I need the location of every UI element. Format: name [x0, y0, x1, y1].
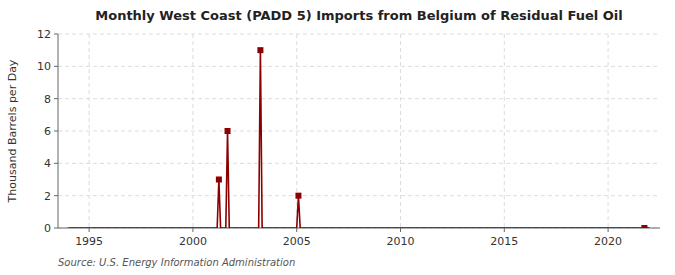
- plot-area: [68, 47, 649, 228]
- grid-line-y: [58, 195, 660, 196]
- y-tick: [54, 98, 58, 99]
- y-tick-label: 4: [44, 157, 51, 170]
- x-tick: [400, 228, 401, 232]
- y-tick-label: 0: [44, 222, 51, 235]
- data-marker: [225, 128, 231, 134]
- x-tick-label: 2010: [387, 235, 415, 248]
- y-tick-label: 2: [44, 190, 51, 203]
- x-tick-label: 2015: [490, 235, 518, 248]
- grid-line-y: [58, 34, 660, 35]
- y-tick: [54, 195, 58, 196]
- y-tick-label: 10: [37, 60, 51, 73]
- grid-line-x: [89, 34, 90, 228]
- x-tick-label: 2020: [594, 235, 622, 248]
- y-tick: [54, 228, 58, 229]
- grid-line-y: [58, 163, 660, 164]
- x-tick: [192, 228, 193, 232]
- data-marker: [216, 177, 222, 183]
- x-tick-label: 1995: [75, 235, 103, 248]
- x-tick-label: 2005: [283, 235, 311, 248]
- data-marker: [295, 193, 301, 199]
- grid-line-y: [58, 131, 660, 132]
- grid-line-x: [296, 34, 297, 228]
- y-axis-label: Thousand Barrels per Day: [6, 59, 19, 203]
- data-marker: [257, 47, 263, 53]
- x-tick: [504, 228, 505, 232]
- grid-line-y: [58, 66, 660, 67]
- grid-line-y: [58, 98, 660, 99]
- y-tick-label: 12: [37, 28, 51, 41]
- x-tick-label: 2000: [179, 235, 207, 248]
- y-tick-label: 6: [44, 125, 51, 138]
- y-tick: [54, 163, 58, 164]
- y-tick: [54, 66, 58, 67]
- x-tick: [89, 228, 90, 232]
- chart: 0 2 4 6 8 10 12 1995 2000 2005 2010 2015 2020 Monthly…: [0, 0, 675, 275]
- data-line: [68, 50, 649, 228]
- source-note: Source: U.S. Energy Information Administ…: [58, 257, 295, 268]
- x-tick: [608, 228, 609, 232]
- x-tick: [296, 228, 297, 232]
- y-tick: [54, 131, 58, 132]
- data-marker: [641, 225, 647, 228]
- grid-line-x: [608, 34, 609, 228]
- grid-line-x: [192, 34, 193, 228]
- title: Monthly West Coast (PADD 5) Imports from…: [95, 8, 622, 23]
- grid-line-x: [504, 34, 505, 228]
- y-tick: [54, 34, 58, 35]
- grid: [58, 34, 660, 228]
- grid-line-x: [400, 34, 401, 228]
- y-tick-label: 8: [44, 93, 51, 106]
